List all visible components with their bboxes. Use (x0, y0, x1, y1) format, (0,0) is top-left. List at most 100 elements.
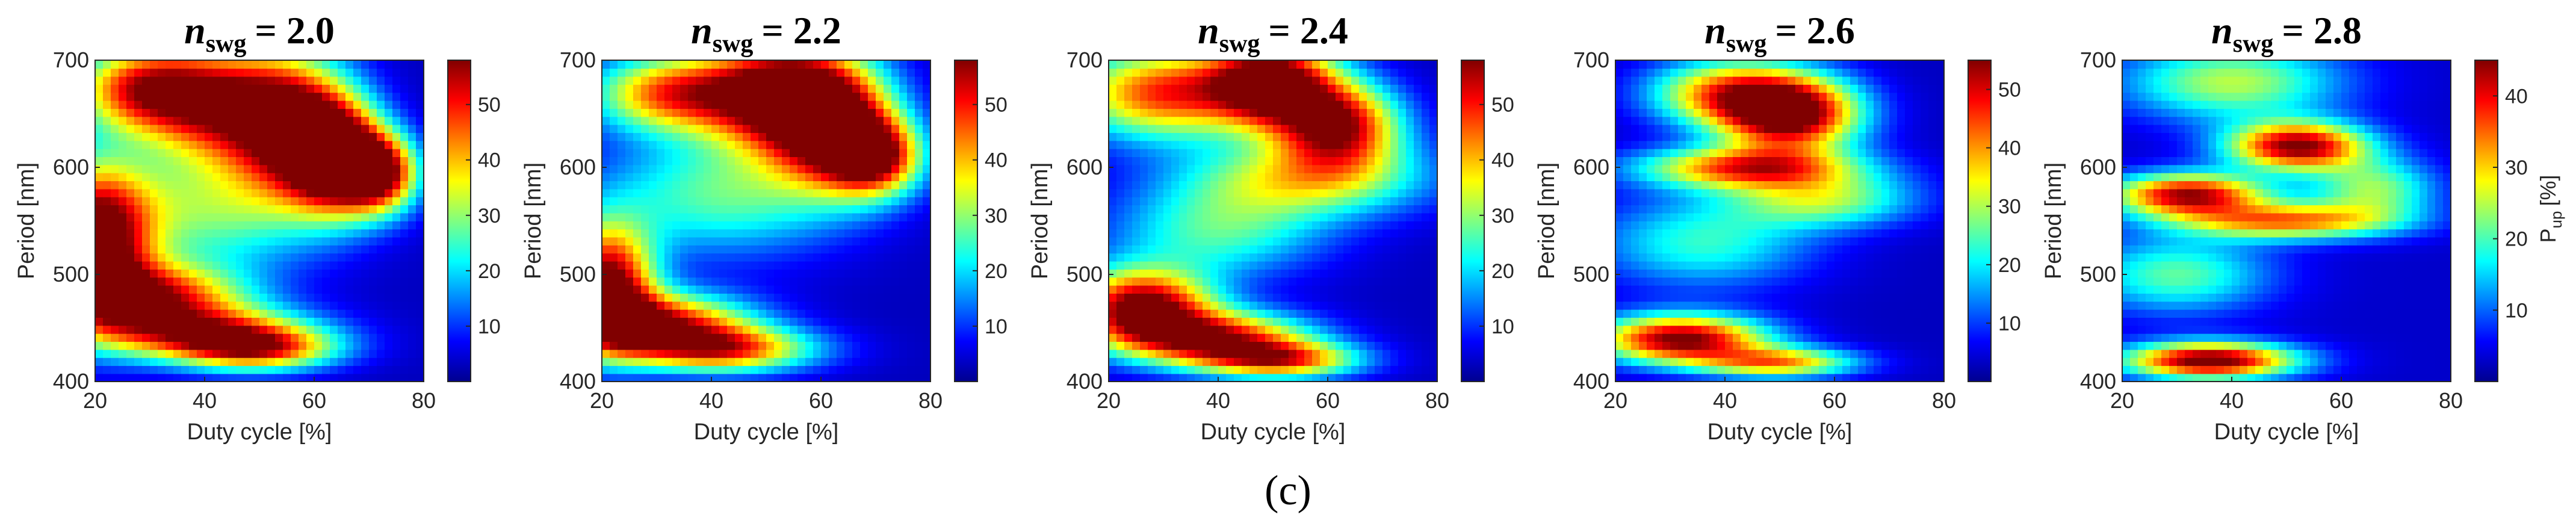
heatmap-cell (876, 60, 884, 69)
heatmap-cell (891, 285, 900, 294)
heatmap-cell (1398, 148, 1407, 157)
heatmap-cell (361, 68, 370, 77)
heatmap-cell (1187, 341, 1195, 350)
heatmap-cell (1289, 84, 1297, 93)
heatmap-cell (758, 309, 767, 318)
heatmap-cell (672, 221, 681, 230)
heatmap-cell (400, 172, 409, 182)
heatmap-cell (672, 92, 681, 101)
heatmap-cell (821, 92, 829, 101)
heatmap-cell (150, 253, 158, 262)
heatmap-cell (361, 229, 370, 238)
heatmap-cell (212, 261, 221, 270)
heatmap-cell (134, 261, 143, 270)
heatmap-cell (821, 108, 829, 117)
heatmap-cell (377, 349, 385, 358)
heatmap-cell (625, 349, 634, 358)
heatmap-cell (711, 140, 720, 149)
heatmap-cell (774, 100, 782, 109)
heatmap-cell (610, 357, 618, 367)
heatmap-cell (805, 221, 814, 230)
heatmap-cell (1273, 212, 1281, 221)
heatmap-cell (126, 357, 135, 367)
heatmap-cell (189, 188, 197, 197)
heatmap-cell (267, 108, 276, 117)
heatmap-cell (618, 237, 626, 246)
heatmap-cell (1375, 341, 1383, 350)
heatmap-cell (1351, 172, 1360, 182)
heatmap-cell (813, 237, 822, 246)
heatmap-cell (1187, 124, 1195, 133)
heatmap-cell (884, 181, 892, 190)
heatmap-cell (228, 253, 237, 262)
heatmap-cell (1312, 325, 1321, 334)
heatmap-cell (1116, 293, 1125, 302)
heatmap-cell (400, 269, 409, 278)
title-symbol: n (691, 9, 713, 52)
heatmap-cell (844, 333, 853, 342)
heatmap-cell (1124, 373, 1133, 382)
heatmap-cell (1257, 68, 1266, 77)
heatmap-cell (1187, 212, 1195, 221)
heatmap-cell (314, 253, 323, 262)
heatmap-cell (711, 357, 720, 367)
heatmap-cell (134, 140, 143, 149)
heatmap-cell (672, 212, 681, 221)
heatmap-cell (1195, 60, 1203, 69)
heatmap-cell (322, 277, 330, 286)
heatmap-cell (696, 100, 704, 109)
heatmap-cell (688, 76, 696, 85)
heatmap-cell (1273, 373, 1281, 382)
heatmap-cell (1398, 373, 1407, 382)
heatmap-cell (711, 229, 720, 238)
heatmap-cell (119, 333, 127, 342)
heatmap-cell (181, 205, 190, 214)
heatmap-cell (1257, 108, 1266, 117)
heatmap-cell (891, 92, 900, 101)
heatmap-cell (1265, 261, 1274, 270)
heatmap-cell (1249, 309, 1258, 318)
heatmap-cell (330, 317, 338, 326)
heatmap-cell (649, 317, 657, 326)
heatmap-cell (610, 285, 618, 294)
heatmap-cell (610, 309, 618, 318)
heatmap-cell (1195, 357, 1203, 367)
heatmap-cell (1124, 76, 1133, 85)
heatmap-cell (1203, 357, 1211, 367)
heatmap-cell (1195, 156, 1203, 165)
heatmap-cell (1234, 172, 1242, 182)
heatmap-cell (915, 172, 923, 182)
heatmap-cell (704, 285, 712, 294)
heatmap-cell (361, 212, 370, 221)
heatmap-cell (119, 76, 127, 85)
heatmap-cell (1312, 261, 1321, 270)
heatmap-cell (126, 60, 135, 69)
heatmap-cell (1234, 188, 1242, 197)
heatmap-cell (416, 245, 424, 254)
heatmap-field (95, 60, 424, 382)
heatmap-cell (719, 325, 728, 334)
heatmap-cell (244, 373, 252, 382)
heatmap-cell (392, 253, 401, 262)
heatmap-cell (727, 285, 735, 294)
heatmap-cell (189, 317, 197, 326)
heatmap-cell (1390, 245, 1399, 254)
heatmap-cell (1124, 349, 1133, 358)
heatmap-cell (244, 148, 252, 157)
heatmap-cell (672, 277, 681, 286)
heatmap-cell (758, 277, 767, 286)
heatmap-cell (134, 373, 143, 382)
heatmap-cell (338, 245, 346, 254)
heatmap-cell (1398, 253, 1407, 262)
heatmap-cell (353, 148, 362, 157)
heatmap-cell (119, 277, 127, 286)
heatmap-cell (1242, 76, 1250, 85)
heatmap-cell (618, 84, 626, 93)
heatmap-cell (416, 188, 424, 197)
heatmap-cell (805, 277, 814, 286)
heatmap-cell (252, 108, 260, 117)
heatmap-cell (1289, 301, 1297, 310)
heatmap-cell (1257, 325, 1266, 334)
heatmap-cell (1289, 92, 1297, 101)
heatmap-cell (633, 333, 642, 342)
